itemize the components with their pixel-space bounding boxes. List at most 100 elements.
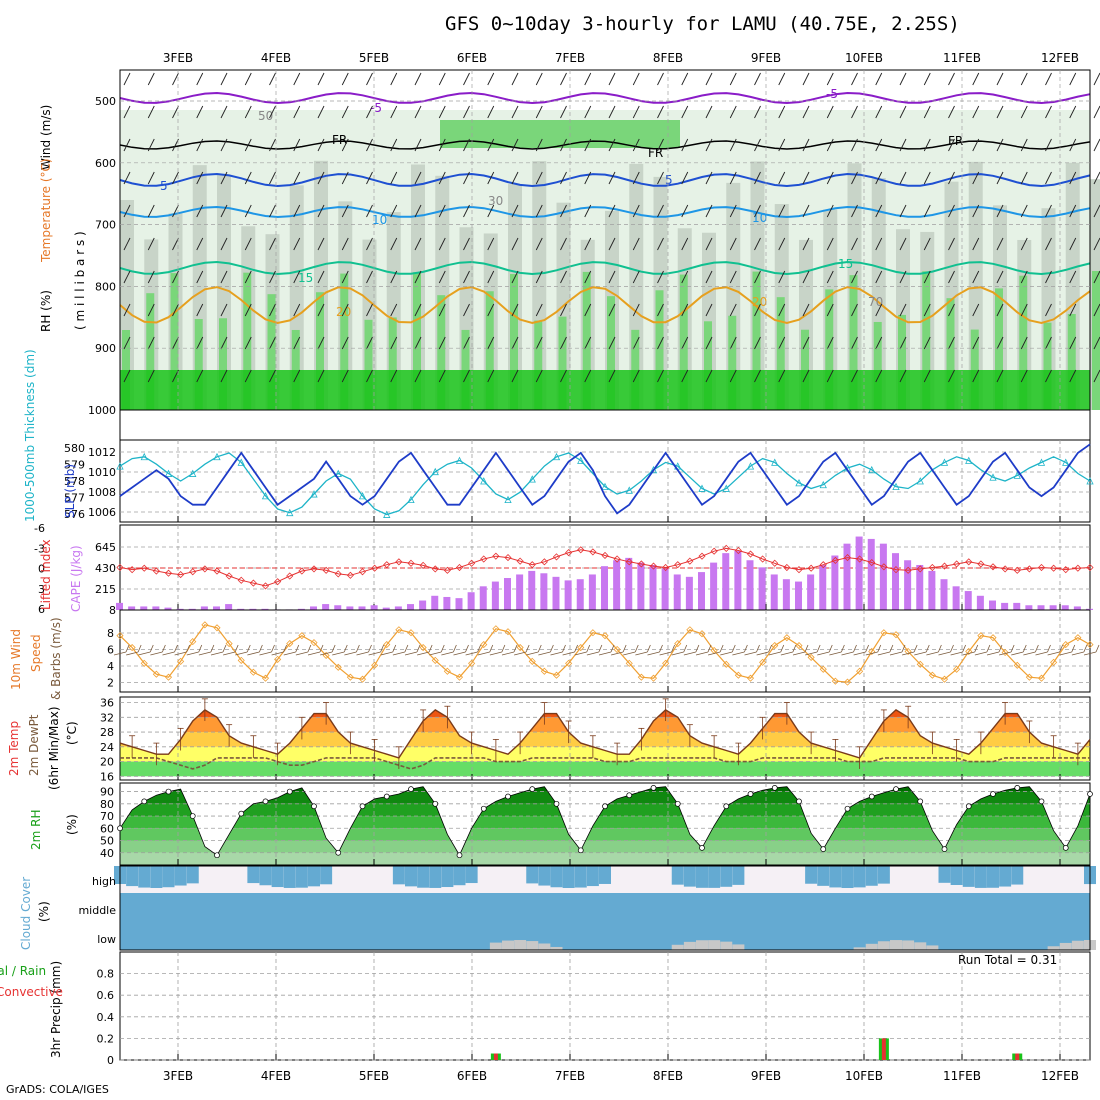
cloud-low-bar <box>720 941 733 950</box>
wind-y-tick: 6 <box>107 644 114 657</box>
upper-wind-barb <box>244 105 252 119</box>
rh-mid-column <box>413 272 421 410</box>
upper-wind-barb <box>172 72 179 86</box>
li-point <box>649 562 658 570</box>
upper-wind-barb <box>123 270 131 284</box>
wind-barb-flag <box>877 644 882 653</box>
cloud-high-bar <box>732 866 745 885</box>
cloud-high-bar <box>1011 866 1024 885</box>
upper-wind-barb <box>172 138 179 152</box>
upper-wind-barb <box>1093 336 1100 350</box>
cloud-high-bar <box>586 866 599 887</box>
upper-wind-barb <box>511 138 519 152</box>
upper-wind-barb <box>172 105 179 119</box>
wind-barb-flag <box>950 644 954 653</box>
upper-wind-barb <box>826 138 834 152</box>
upper-wind-barb <box>511 237 519 251</box>
cape-bar <box>1025 605 1033 610</box>
temp-band <box>120 761 1090 777</box>
upper-wind-barb <box>220 237 228 251</box>
upper-wind-barb <box>851 204 858 218</box>
wind-barb-flag <box>683 644 688 653</box>
cape-lifted-index-panel: -6 -3 0 3 6 645 430 215 8 <box>34 522 1094 617</box>
li-point <box>358 568 367 576</box>
rh-point <box>723 803 730 810</box>
upper-wind-barb <box>220 204 228 218</box>
upper-wind-barb <box>196 303 204 317</box>
upper-wind-barb <box>463 138 470 152</box>
upper-wind-barb <box>244 369 252 383</box>
wind-speed-point <box>686 626 694 634</box>
wind10-barbs-label: & Barbs (m/s) <box>49 617 63 700</box>
rh-point <box>286 788 293 795</box>
upper-wind-barb <box>1020 72 1028 86</box>
upper-wind-barb <box>826 336 834 350</box>
wind-barb <box>986 651 1000 656</box>
li-point <box>1086 563 1094 572</box>
wind-barb-flag <box>501 644 506 653</box>
upper-wind-barb <box>754 72 761 86</box>
upper-wind-barb <box>1093 105 1100 119</box>
cloud-high-bar <box>853 866 866 888</box>
upper-wind-barb <box>269 336 276 350</box>
wind-speed-point <box>613 645 621 654</box>
upper-wind-barb <box>584 336 592 350</box>
upper-wind-barb <box>802 369 810 383</box>
wind-barb <box>417 651 430 656</box>
li-point <box>455 563 464 572</box>
cloud-high-bar <box>962 866 975 887</box>
wind-barb-flag <box>428 644 433 653</box>
cape-bar <box>576 579 584 610</box>
cape-bar <box>188 608 196 610</box>
rh-point <box>214 852 220 859</box>
wind-speed-point <box>843 678 852 686</box>
cape-bar <box>637 562 645 610</box>
upper-wind-barb <box>1093 171 1100 185</box>
wind-speed-point <box>977 632 985 640</box>
li-point <box>686 557 694 565</box>
upper-wind-barb <box>560 171 567 185</box>
upper-wind-barb <box>293 105 301 119</box>
li-point <box>625 558 633 566</box>
upper-wind-barb <box>463 105 470 119</box>
cape-bar <box>904 560 912 610</box>
cape-bar <box>516 574 524 610</box>
upper-wind-barb <box>729 336 737 350</box>
upper-wind-barb <box>729 171 737 185</box>
upper-wind-barb <box>147 270 155 284</box>
wind-barb-flag <box>901 644 906 653</box>
rh-point <box>1062 845 1069 851</box>
cloud-low-bar <box>877 941 890 950</box>
cape-bar <box>879 543 887 610</box>
upper-wind-barb <box>632 336 640 350</box>
upper-wind-barb <box>244 171 252 185</box>
wind-barb-flag <box>537 644 542 653</box>
lifted-index-label: Lifted Index <box>39 539 53 610</box>
upper-wind-barb <box>875 204 883 218</box>
wind-speed-point <box>674 640 682 648</box>
upper-wind-barb <box>511 303 519 317</box>
li-point <box>419 561 427 569</box>
wind-barb <box>611 651 624 656</box>
li-point <box>371 564 379 572</box>
rh-frame <box>119 782 1091 866</box>
wind-speed-point <box>516 643 524 652</box>
rh-mid-column <box>146 293 155 410</box>
li-point <box>237 576 245 584</box>
upper-wind-barb <box>1020 369 1028 383</box>
upper-wind-barb <box>1069 105 1077 119</box>
upper-wind-barb <box>196 336 204 350</box>
cloud-high-bar <box>259 866 272 886</box>
li-point <box>249 579 257 587</box>
cloud-high-bar <box>720 866 733 887</box>
precip-y-tick: 0.6 <box>97 989 115 1002</box>
li-y-tick: 3 <box>38 583 45 596</box>
wind-barb-flag <box>222 644 227 653</box>
wind-barb-flag <box>659 644 663 653</box>
wind-speed-point <box>249 668 257 676</box>
wind-barb-flag <box>453 644 457 653</box>
upper-wind-barb <box>366 105 373 119</box>
rh-point <box>238 810 245 817</box>
date-label-top: 12FEB <box>1041 51 1079 65</box>
upper-wind-barb <box>535 336 543 350</box>
